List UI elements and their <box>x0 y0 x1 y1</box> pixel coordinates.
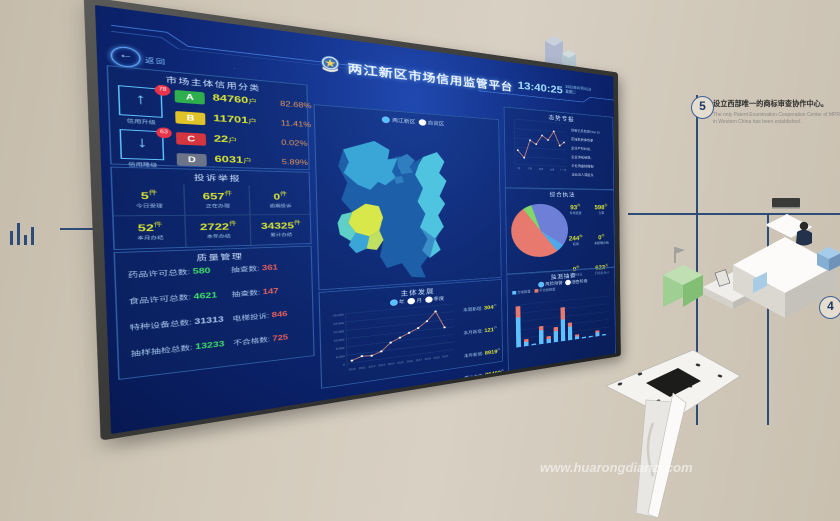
svg-text:五月: 五月 <box>539 168 544 171</box>
svg-text:14,000: 14,000 <box>333 321 344 325</box>
svg-text:2014: 2014 <box>388 362 395 366</box>
svg-text:三月: 三月 <box>527 167 532 170</box>
svg-text:16,000: 16,000 <box>333 313 344 317</box>
svg-text:一月: 一月 <box>516 167 521 170</box>
svg-text:十一月: 十一月 <box>560 168 566 171</box>
svg-text:2016: 2016 <box>406 359 413 363</box>
svg-text:12,000: 12,000 <box>333 330 344 334</box>
svg-text:2011: 2011 <box>359 366 366 370</box>
svg-text:2018: 2018 <box>425 357 432 361</box>
svg-text:8,000: 8,000 <box>336 346 345 350</box>
svg-text:2012: 2012 <box>368 364 375 368</box>
svg-text:6,000: 6,000 <box>336 355 345 359</box>
svg-text:10,000: 10,000 <box>334 338 345 342</box>
svg-text:2013: 2013 <box>378 363 385 367</box>
svg-text:七月: 七月 <box>550 168 554 171</box>
svg-text:2020: 2020 <box>442 355 449 359</box>
svg-text:2010: 2010 <box>349 367 357 371</box>
svg-text:2019: 2019 <box>433 356 440 360</box>
svg-text:2015: 2015 <box>397 361 404 365</box>
svg-text:0: 0 <box>343 363 345 366</box>
svg-text:2017: 2017 <box>416 358 423 362</box>
